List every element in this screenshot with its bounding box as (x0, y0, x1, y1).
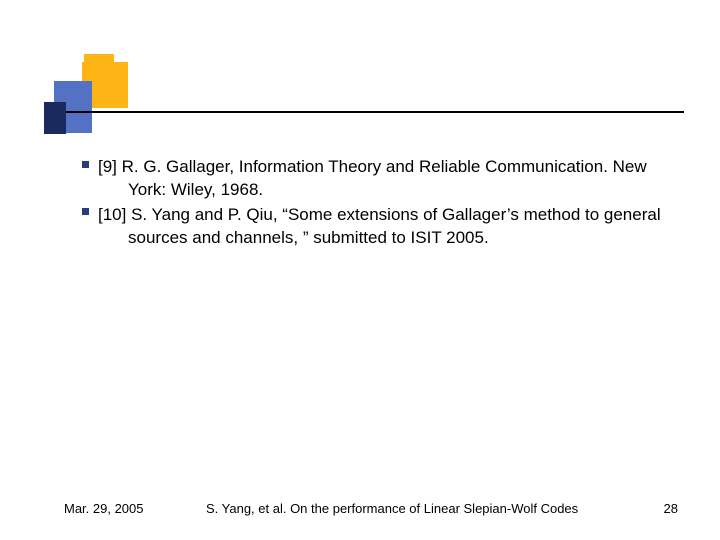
footer-page-number: 28 (664, 501, 678, 516)
references-block: [9] R. G. Gallager, Information Theory a… (98, 156, 688, 252)
deco-rule (44, 111, 684, 113)
header-decoration (44, 54, 684, 134)
reference-text: [9] R. G. Gallager, Information Theory a… (98, 156, 688, 202)
deco-navy (44, 102, 66, 134)
footer-title: S. Yang, et al. On the performance of Li… (206, 501, 578, 516)
reference-text: [10] S. Yang and P. Qiu, “Some extension… (98, 204, 688, 250)
reference-item: [10] S. Yang and P. Qiu, “Some extension… (98, 204, 688, 250)
bullet-icon (82, 208, 89, 215)
bullet-icon (82, 161, 89, 168)
reference-item: [9] R. G. Gallager, Information Theory a… (98, 156, 688, 202)
bullet-column (82, 161, 90, 255)
footer-date: Mar. 29, 2005 (64, 501, 144, 516)
